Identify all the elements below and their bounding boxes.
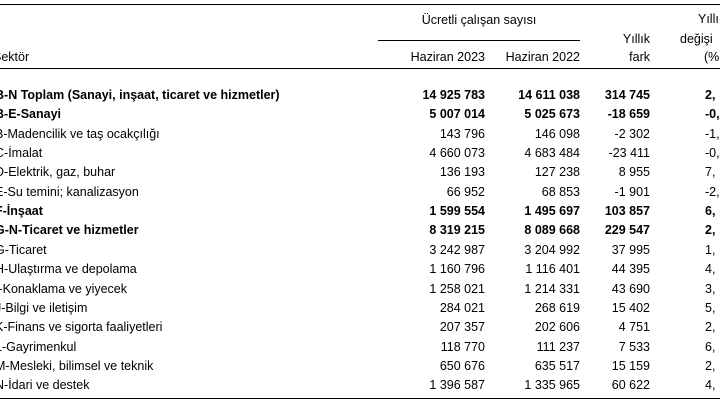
cell: 143 796 bbox=[439, 126, 485, 141]
cell: -23 411 bbox=[608, 146, 650, 161]
cell: 2, bbox=[705, 88, 716, 102]
cell: 3 204 992 bbox=[524, 242, 580, 257]
cell: 207 357 bbox=[439, 320, 485, 335]
col-header: Haziran 2022 bbox=[505, 50, 580, 64]
header-rule bbox=[0, 68, 720, 69]
cell: -18 659 bbox=[607, 107, 650, 122]
col-header: (% bbox=[704, 50, 720, 64]
cell: 268 619 bbox=[534, 300, 580, 315]
cell: 3 242 987 bbox=[429, 242, 485, 257]
cell: 8 955 bbox=[618, 165, 650, 180]
cell: 15 159 bbox=[611, 358, 650, 373]
cell: 14 925 783 bbox=[422, 88, 485, 102]
cell: 136 193 bbox=[439, 165, 485, 180]
cell: 66 952 bbox=[446, 184, 485, 199]
row-label: J-Bilgi ve iletişim bbox=[0, 300, 88, 315]
cell: 4, bbox=[705, 378, 716, 393]
cell: 202 606 bbox=[534, 320, 580, 335]
cell: 1, bbox=[705, 242, 716, 257]
bottom-rule bbox=[0, 398, 720, 399]
cell: 4 683 484 bbox=[524, 146, 580, 161]
cell: 2, bbox=[705, 320, 716, 335]
cell: 37 995 bbox=[611, 242, 650, 257]
cell: -0, bbox=[705, 107, 720, 122]
cell: 3, bbox=[705, 281, 716, 296]
cell: 5 007 014 bbox=[429, 107, 485, 122]
row-label: M-Mesleki, bilimsel ve teknik bbox=[0, 358, 154, 373]
row-label: F-İnşaat bbox=[0, 204, 43, 219]
cell: 8 319 215 bbox=[429, 223, 485, 238]
cell: 5, bbox=[705, 300, 716, 315]
row-label: G-N-Ticaret ve hizmetler bbox=[0, 223, 139, 238]
cell: 1 116 401 bbox=[525, 262, 580, 277]
cell: 635 517 bbox=[534, 358, 580, 373]
cell: 14 611 038 bbox=[518, 88, 580, 102]
cell: 4 751 bbox=[618, 320, 650, 335]
cell: 103 857 bbox=[604, 204, 650, 219]
cell: 68 853 bbox=[541, 184, 580, 199]
row-label: D-Elektrik, gaz, buhar bbox=[0, 165, 116, 180]
cell: 43 690 bbox=[611, 281, 650, 296]
sector-header: Sektör bbox=[0, 50, 30, 64]
cell: 4, bbox=[705, 262, 716, 277]
cell: 314 745 bbox=[604, 88, 650, 102]
cell: 118 770 bbox=[440, 339, 485, 354]
row-label: I-Konaklama ve yiyecek bbox=[0, 281, 128, 296]
cell: 5 025 673 bbox=[524, 107, 580, 122]
cell: 7 533 bbox=[618, 339, 650, 354]
row-label: L-Gayrimenkul bbox=[0, 339, 77, 354]
cell: -1 901 bbox=[614, 184, 650, 199]
cell: 6, bbox=[705, 204, 716, 219]
cell: 1 495 697 bbox=[524, 204, 580, 219]
cell: -2, bbox=[705, 184, 720, 199]
cell: 60 622 bbox=[611, 378, 650, 393]
row-label: N-İdari ve destek bbox=[0, 378, 90, 393]
row-label: C-İmalat bbox=[0, 146, 43, 161]
row-label: H-Ulaştırma ve depolama bbox=[0, 262, 137, 277]
cell: 1 160 796 bbox=[429, 262, 485, 277]
cell: 1 258 021 bbox=[429, 281, 485, 296]
cell: 284 021 bbox=[439, 300, 485, 315]
col-header: değişi bbox=[680, 32, 713, 46]
cell: -1, bbox=[705, 126, 720, 141]
group-header: Ücretli çalışan sayısı bbox=[421, 13, 537, 27]
cell: 4 660 073 bbox=[429, 146, 485, 161]
cell: 1 335 965 bbox=[524, 378, 580, 393]
row-label: E-Su temini; kanalizasyon bbox=[0, 184, 139, 199]
row-label: K-Finans ve sigorta faaliyetleri bbox=[0, 320, 163, 335]
cell: 15 402 bbox=[611, 300, 650, 315]
row-label: G-Ticaret bbox=[0, 242, 47, 257]
cell: 127 238 bbox=[534, 165, 580, 180]
col-header: Yıllı bbox=[698, 12, 719, 26]
row-label: B-E-Sanayi bbox=[0, 107, 61, 122]
col-header: Haziran 2023 bbox=[410, 50, 485, 64]
col-header: fark bbox=[629, 50, 650, 64]
cell: 1 214 331 bbox=[524, 281, 580, 296]
cell: 8 089 668 bbox=[524, 223, 580, 238]
cell: 111 237 bbox=[536, 339, 580, 354]
cell: 229 547 bbox=[604, 223, 650, 238]
cell: 44 395 bbox=[611, 262, 650, 277]
cell: 7, bbox=[705, 165, 716, 180]
cell: 1 396 587 bbox=[429, 378, 485, 393]
cell: 1 599 554 bbox=[429, 204, 485, 219]
top-rule bbox=[0, 4, 720, 5]
cell: 146 098 bbox=[534, 126, 580, 141]
row-label: B-Madencilik ve taş ocakçılığı bbox=[0, 126, 160, 141]
row-label: B-N Toplam (Sanayi, inşaat, ticaret ve h… bbox=[0, 88, 280, 102]
cell: 6, bbox=[705, 339, 716, 354]
cell: 2, bbox=[705, 223, 716, 238]
cell: 2, bbox=[705, 358, 716, 373]
group-rule bbox=[378, 40, 580, 41]
cell: -0, bbox=[705, 146, 720, 161]
cell: 650 676 bbox=[439, 358, 485, 373]
col-header: Yıllık bbox=[622, 32, 650, 46]
cell: -2 302 bbox=[614, 126, 650, 141]
